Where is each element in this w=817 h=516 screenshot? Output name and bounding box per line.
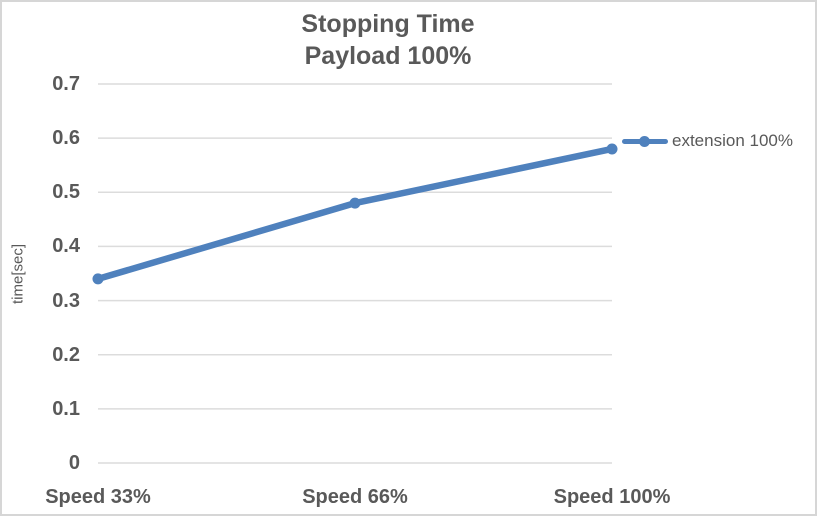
y-tick-label: 0.5 — [52, 181, 80, 204]
chart-title-line1: Stopping Time — [301, 10, 475, 38]
y-tick-label: 0.6 — [52, 127, 80, 150]
chart-title-line2: Payload 100% — [304, 42, 472, 70]
y-tick-label: 0.1 — [52, 397, 80, 420]
chart-title[interactable]: Stopping Time Payload 100% — [2, 8, 774, 72]
series-line[interactable] — [94, 145, 616, 283]
legend-label: extension 100% — [672, 131, 793, 150]
data-point[interactable] — [92, 273, 104, 285]
y-tick-label: 0.7 — [52, 73, 80, 95]
legend-marker-icon — [639, 136, 650, 147]
y-tick-label: 0 — [68, 452, 80, 474]
y-tick-label: 0.2 — [52, 343, 80, 366]
x-category-label: Speed 33% — [45, 486, 151, 508]
x-category-label: Speed 66% — [302, 486, 408, 508]
y-tick-label: 0.4 — [52, 235, 80, 258]
legend[interactable]: extension 100% — [622, 130, 815, 152]
x-category-label: Speed 100% — [553, 486, 671, 508]
y-tick-label: 0.3 — [52, 289, 80, 312]
data-point[interactable] — [606, 143, 618, 155]
data-point[interactable] — [349, 197, 361, 209]
